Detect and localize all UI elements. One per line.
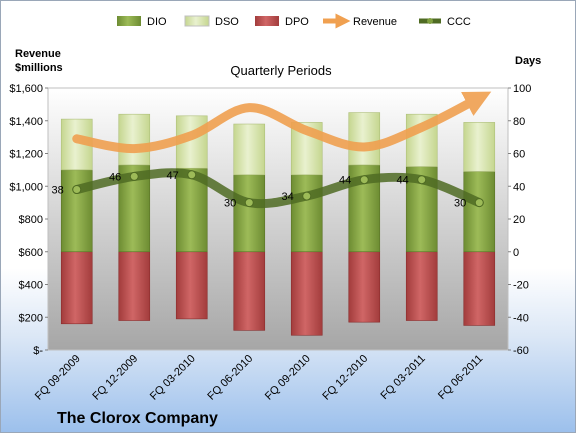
right-axis-title: Days <box>515 55 541 67</box>
ccc-data-label: 30 <box>224 198 236 210</box>
ccc-point <box>244 198 254 208</box>
revenue-line <box>72 91 492 154</box>
legend-swatch-dpo <box>255 16 279 26</box>
category-label: FQ 03-2011 <box>378 353 427 402</box>
bar-dpo <box>118 251 151 321</box>
category-label: FQ 03-2010 <box>148 353 198 403</box>
legend-label-revenue: Revenue <box>353 16 397 28</box>
company-name: The Clorox Company <box>57 410 218 427</box>
category-label: FQ 12-2010 <box>320 353 370 403</box>
left-tick-label: $600 <box>19 247 43 259</box>
right-tick-label: -20 <box>513 280 529 292</box>
bar-dio <box>290 174 323 253</box>
left-tick-label: $1,400 <box>9 116 43 128</box>
chart-title: Quarterly Periods <box>230 63 332 78</box>
legend-swatch-dso <box>184 15 210 27</box>
left-axis-title-line1: Revenue <box>15 48 61 60</box>
bar-dpo <box>405 251 438 321</box>
ccc-point <box>302 191 312 201</box>
ccc-data-label: 46 <box>109 171 121 183</box>
left-axis-title-line2: $millions <box>15 62 63 74</box>
ccc-point <box>129 171 139 181</box>
ccc-point <box>359 175 369 185</box>
ccc-data-label: 44 <box>397 175 409 187</box>
right-tick-label: 40 <box>513 181 525 193</box>
bar-dio <box>463 171 496 253</box>
ccc-point <box>72 185 82 195</box>
bar-dso <box>348 112 381 166</box>
legend-label-ccc: CCC <box>447 16 471 28</box>
ccc-point <box>417 175 427 185</box>
bar-dio <box>233 174 266 253</box>
bar-dpo <box>463 251 496 326</box>
category-label: FQ 12-2009 <box>90 353 140 403</box>
bar-dpo <box>175 251 208 320</box>
left-tick-label: $1,600 <box>9 83 43 95</box>
category-label: FQ 06-2011 <box>436 353 485 402</box>
legend-marker-ccc <box>427 18 433 24</box>
bar-dpo <box>348 251 381 323</box>
ccc-data-label: 30 <box>454 198 466 210</box>
bar-dpo <box>60 251 93 325</box>
right-tick-label: -60 <box>513 345 529 357</box>
ccc-point <box>474 198 484 208</box>
ccc-line <box>72 168 484 209</box>
left-tick-label: $1,000 <box>9 181 43 193</box>
bar-dpo <box>233 251 266 331</box>
right-tick-label: 20 <box>513 214 525 226</box>
right-tick-label: 80 <box>513 116 525 128</box>
ccc-data-label: 47 <box>167 170 179 182</box>
ccc-data-label: 38 <box>52 185 64 197</box>
ccc-data-label: 34 <box>282 191 294 203</box>
legend-label-dpo: DPO <box>285 16 309 28</box>
category-label: FQ 09-2009 <box>33 353 83 403</box>
right-tick-label: -40 <box>513 312 529 324</box>
legend-label-dio: DIO <box>147 16 167 28</box>
left-tick-label: $1,200 <box>9 149 43 161</box>
left-tick-label: $800 <box>19 214 43 226</box>
category-label: FQ 06-2010 <box>205 353 255 403</box>
legend: DIO DSO DPO Revenue CCC <box>117 13 471 29</box>
chart-marks: $- $200 $400 $600 $800 $1,000 $1,200 $1,400 $1,6… <box>9 83 531 403</box>
ccc-data-label: 44 <box>339 175 351 187</box>
bar-dpo <box>290 251 323 336</box>
right-tick-label: 100 <box>513 83 531 95</box>
category-label: FQ 09-2010 <box>263 353 313 403</box>
left-tick-label: $- <box>33 345 43 357</box>
bar-dso <box>118 113 151 166</box>
left-tick-label: $200 <box>19 312 43 324</box>
ccc-point <box>187 170 197 180</box>
legend-label-dso: DSO <box>215 16 239 28</box>
legend-swatch-dio <box>117 16 141 26</box>
bar-dso <box>233 123 266 176</box>
bar-dso <box>463 122 496 172</box>
left-tick-label: $400 <box>19 280 43 292</box>
right-tick-label: 0 <box>513 247 519 259</box>
right-tick-label: 60 <box>513 149 525 161</box>
plot-area <box>47 87 509 351</box>
